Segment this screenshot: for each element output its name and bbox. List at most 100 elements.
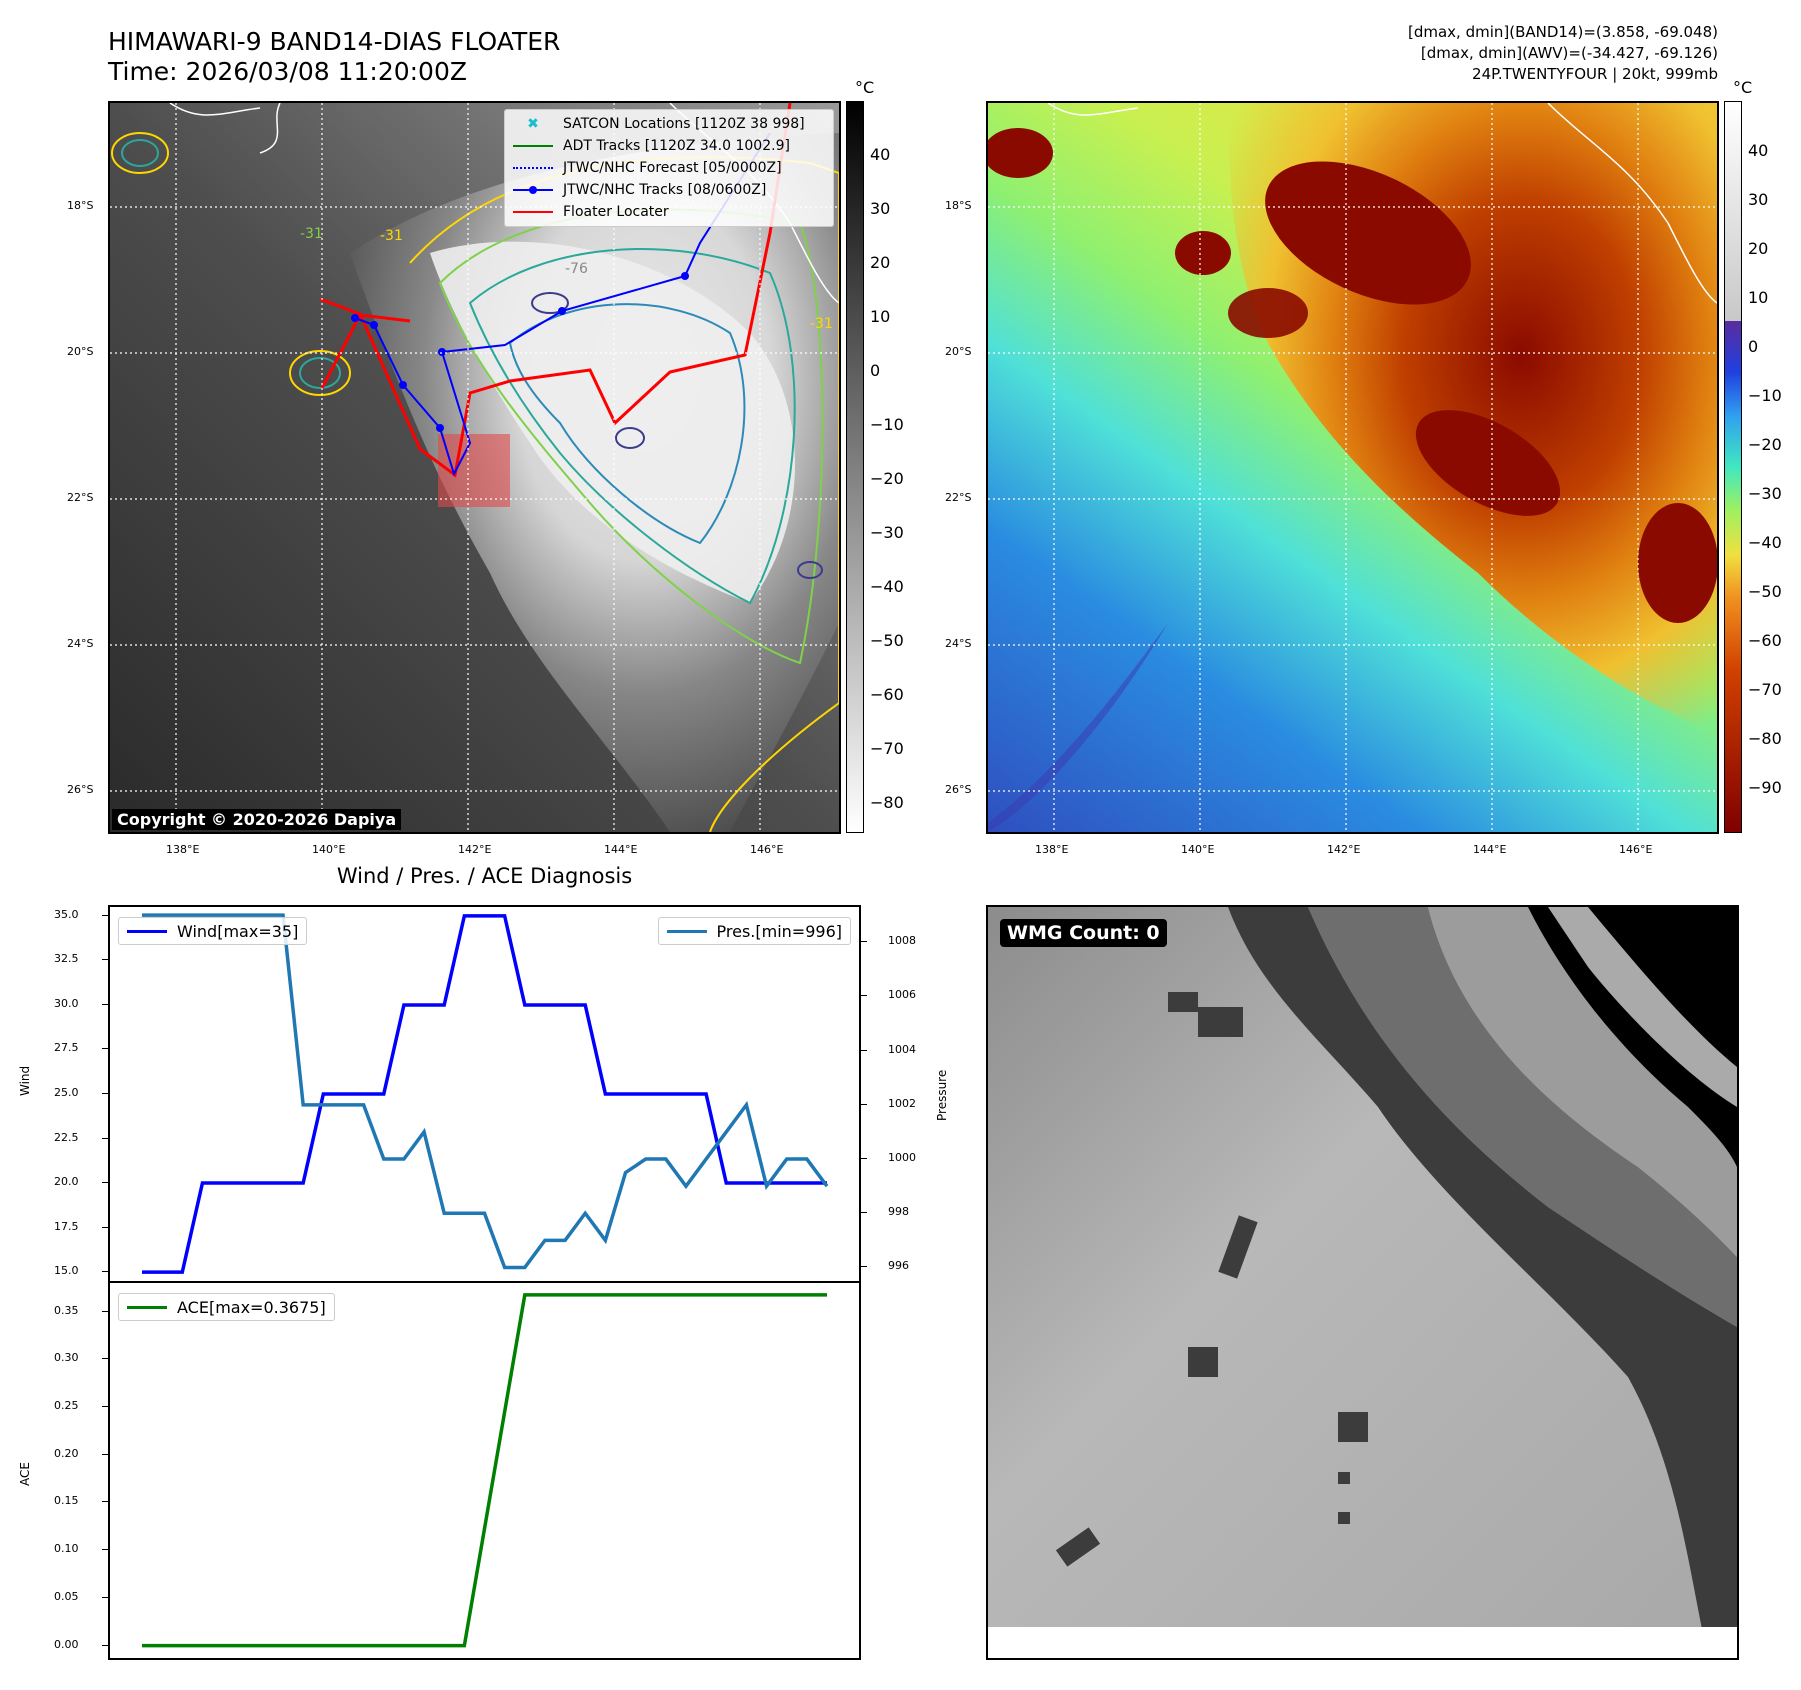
colorbar-tick: −20 (870, 469, 904, 488)
lat-tick: 18°S (67, 199, 94, 212)
wind-pressure-chart (142, 913, 829, 1274)
x-marker-icon: ✖ (527, 116, 539, 132)
wind-y-tick: 27.5 (54, 1041, 79, 1055)
legend-label: SATCON Locations [1120Z 38 998] (563, 116, 805, 132)
lat-tick: 20°S (67, 345, 94, 358)
colorbar-tick: −90 (1748, 778, 1782, 797)
colorbar-tick: 10 (870, 307, 891, 326)
legend-item-satcon: ✖ SATCON Locations [1120Z 38 998] (505, 113, 833, 135)
ir-map-panel: -31 -31 -76 -31 ✖ SATCON Locations [1120… (108, 101, 841, 834)
pressure-y-tick: 1004 (888, 1042, 916, 1056)
wind-y-tick: 22.5 (54, 1130, 79, 1144)
colorbar-tick: −10 (870, 415, 904, 434)
wmg-panel: WMG Count: 0 (986, 905, 1739, 1660)
tick-mark (102, 1406, 108, 1408)
tick-mark (861, 1158, 867, 1160)
colorbar-tick: −20 (1748, 435, 1782, 454)
tick-mark (102, 1549, 108, 1551)
ace-y-tick: 0.05 (54, 1589, 79, 1603)
contour-label: -31 (810, 316, 833, 332)
colorbar-tick: 20 (870, 253, 891, 272)
colorbar-tick: −80 (1748, 729, 1782, 748)
lon-tick: 144°E (604, 843, 638, 856)
enhanced-map-grid (988, 103, 1717, 832)
wind-y-tick: 35.0 (54, 907, 79, 921)
line-dot-icon (513, 183, 553, 197)
lat-tick: 20°S (945, 345, 972, 358)
lat-tick: 24°S (945, 637, 972, 650)
lon-tick: 142°E (1327, 843, 1361, 856)
colorbar-left (846, 101, 864, 833)
tick-mark (102, 914, 108, 916)
enhanced-map (988, 103, 1717, 832)
tick-mark (102, 1093, 108, 1094)
colorbar-tick: −70 (1748, 680, 1782, 699)
colorbar-right (1724, 101, 1742, 833)
tick-mark (102, 1644, 108, 1646)
figure-title: HIMAWARI-9 BAND14-DIAS FLOATER (108, 27, 561, 56)
dmax-dmin-band14: [dmax, dmin](BAND14)=(3.858, -69.048) (1407, 23, 1718, 41)
tick-mark (861, 995, 867, 997)
lon-tick: 140°E (312, 843, 346, 856)
colorbar-tick: −80 (870, 793, 904, 812)
lat-tick: 26°S (67, 783, 94, 796)
enhanced-map-panel (986, 101, 1719, 834)
wind-y-tick: 15.0 (54, 1264, 79, 1278)
colorbar-tick: −60 (1748, 631, 1782, 650)
wind-y-tick: 17.5 (54, 1219, 79, 1233)
ace-series-line (142, 1293, 827, 1648)
ace-y-tick: 0.10 (54, 1542, 79, 1556)
lon-tick: 138°E (166, 843, 200, 856)
pressure-legend: Pres.[min=996] (657, 917, 851, 945)
legend-label: Wind[max=35] (177, 921, 299, 941)
solid-line-icon (666, 924, 707, 938)
colorbar-tick: −30 (1748, 484, 1782, 503)
tick-mark (102, 1271, 108, 1273)
colorbar-tick: 0 (1748, 337, 1759, 356)
pressure-series-line (142, 913, 829, 1270)
pressure-y-tick: 1002 (888, 1096, 916, 1110)
tick-mark (102, 1310, 108, 1312)
contour-label: -31 (300, 226, 323, 242)
tick-mark (861, 1103, 867, 1105)
ace-y-tick: 0.00 (54, 1637, 79, 1651)
storm-info: 24P.TWENTYFOUR | 20kt, 999mb (1472, 65, 1718, 83)
legend-label: JTWC/NHC Tracks [08/0600Z] (563, 182, 767, 198)
legend-item-pressure: Pres.[min=996] (659, 920, 850, 942)
ace-y-tick: 0.15 (54, 1494, 79, 1508)
ace-legend: ACE[max=0.3675] (118, 1293, 335, 1321)
colorbar-tick: 30 (1748, 190, 1769, 209)
legend-label: ACE[max=0.3675] (177, 1297, 326, 1317)
dotted-line-icon (513, 161, 553, 175)
lon-tick: 146°E (750, 843, 784, 856)
colorbar-tick: −60 (870, 685, 904, 704)
ace-y-tick: 0.30 (54, 1351, 79, 1365)
wind-y-tick: 30.0 (54, 996, 79, 1010)
wind-y-tick: 25.0 (54, 1086, 79, 1099)
colorbar-tick: 30 (870, 199, 891, 218)
legend-item-wind: Wind[max=35] (119, 920, 306, 942)
colorbar-unit-right: °C (1733, 78, 1753, 97)
legend-item-adt: ADT Tracks [1120Z 34.0 1002.9] (505, 135, 833, 157)
solid-line-icon (513, 205, 553, 219)
tick-mark (861, 1212, 867, 1214)
ace-axis-label: ACE (18, 1462, 32, 1486)
pressure-y-tick: 1000 (888, 1151, 916, 1165)
contour-label: -31 (380, 228, 403, 244)
legend-item-floater: Floater Locater (505, 201, 833, 223)
lat-tick: 18°S (945, 199, 972, 212)
wind-y-tick: 20.0 (54, 1175, 79, 1189)
legend-item-ace: ACE[max=0.3675] (119, 1296, 334, 1318)
contour-label: -76 (565, 261, 588, 277)
ace-y-tick: 0.25 (54, 1399, 79, 1413)
lon-tick: 146°E (1619, 843, 1653, 856)
colorbar-tick: −10 (1748, 386, 1782, 405)
pressure-y-tick: 996 (888, 1259, 909, 1273)
lon-tick: 144°E (1473, 843, 1507, 856)
tick-mark (102, 1226, 108, 1228)
diagnosis-title: Wind / Pres. / ACE Diagnosis (336, 864, 633, 888)
tick-mark (102, 1003, 108, 1005)
tick-mark (102, 1137, 108, 1139)
colorbar-tick: 20 (1748, 239, 1769, 258)
tick-mark (102, 959, 108, 961)
